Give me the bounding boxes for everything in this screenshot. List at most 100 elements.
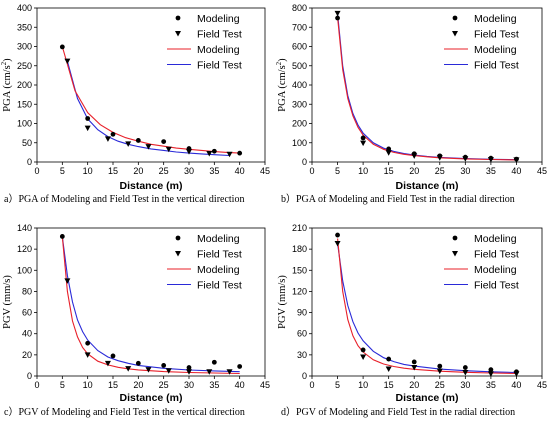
modeling-point — [360, 347, 366, 353]
legend-label: Modeling — [474, 13, 517, 25]
x-tick-label: 45 — [537, 166, 547, 176]
x-tick-label: 20 — [409, 380, 419, 390]
x-tick-label: 15 — [108, 166, 118, 176]
y-tick-label: 0 — [27, 371, 32, 381]
panel-caption: a）PGA of Modeling and Field Test in the … — [4, 193, 244, 205]
y-axis-label: PGA (cm/s2) — [0, 58, 13, 112]
x-tick-label: 35 — [486, 380, 496, 390]
x-tick-label: 45 — [260, 380, 270, 390]
legend-label: Modeling — [474, 233, 517, 245]
y-tick-label: 90 — [297, 308, 307, 318]
field-test-point — [104, 360, 111, 367]
field-test-point — [186, 369, 192, 375]
field-test-point — [436, 368, 443, 375]
legend-label: Modeling — [474, 44, 517, 56]
plot-frame — [36, 227, 266, 377]
field-test-point — [385, 150, 392, 156]
y-tick-label: 60 — [22, 308, 32, 318]
field-test-point — [186, 149, 192, 155]
x-tick-label: 25 — [159, 166, 169, 176]
y-tick-label: 150 — [292, 265, 307, 275]
legend-label: Field Test — [474, 29, 519, 41]
y-tick-label: 500 — [292, 61, 307, 71]
x-axis-label: Distance (m) — [395, 180, 458, 192]
legend: Modeling Field Test Modeling Field Test — [444, 13, 519, 72]
modeling-point — [110, 353, 116, 359]
x-tick-label: 40 — [235, 166, 245, 176]
y-tick-label: 30 — [297, 350, 307, 360]
field-test-point — [462, 369, 469, 376]
panel-caption: b）PGA of Modeling and Field Test in the … — [281, 193, 515, 205]
field-test-point — [64, 278, 71, 284]
field-test-point — [513, 371, 520, 377]
x-tick-label: 45 — [260, 166, 270, 176]
x-tick-label: 40 — [511, 166, 521, 176]
x-tick-label: 30 — [184, 380, 194, 390]
legend-label: Field Test — [474, 60, 519, 72]
x-tick-label: 40 — [511, 380, 521, 390]
modeling-point — [462, 365, 468, 370]
legend-marker-modeling — [175, 235, 181, 241]
legend-label: Modeling — [474, 264, 517, 276]
x-tick-label: 5 — [60, 380, 65, 390]
legend: Modeling Field Test Modeling Field Test — [167, 233, 242, 292]
field-test-point — [334, 10, 341, 17]
legend-label: Field Test — [474, 249, 519, 261]
legend-marker-field-test — [452, 251, 458, 257]
legend-marker-field-test — [175, 251, 181, 257]
x-axis-label: Distance (m) — [119, 392, 182, 404]
modeling-point — [161, 139, 167, 144]
field-test-point — [104, 136, 111, 142]
modeling-point — [59, 44, 65, 50]
x-tick-label: 10 — [83, 380, 93, 390]
x-tick-label: 30 — [460, 380, 470, 390]
chart-panel-3: 0 5 10 15 20 25 30 35 40 45 0 20 40 60 80 100 120 140 Dist… — [2, 223, 270, 418]
y-tick-label: 700 — [292, 22, 307, 32]
x-tick-label: 15 — [108, 380, 118, 390]
x-tick-label: 0 — [34, 380, 39, 390]
modeling-point — [437, 363, 443, 369]
legend-label: Field Test — [197, 280, 242, 292]
field-test-point — [360, 354, 367, 360]
y-axis-label: PGA (cm/s2) — [275, 58, 288, 112]
modeling-point — [211, 148, 217, 154]
x-tick-label: 0 — [309, 166, 314, 176]
modeling-curve — [337, 238, 517, 375]
modeling-point — [335, 232, 340, 238]
modeling-point — [161, 363, 167, 368]
field-test-curve — [61, 236, 240, 373]
field-test-point — [64, 58, 71, 65]
field-test-point — [145, 367, 152, 373]
legend-marker-modeling — [175, 15, 181, 21]
y-axis-label: PGV (mm/s) — [277, 275, 288, 329]
y-tick-label: 120 — [17, 244, 32, 254]
field-test-point — [165, 368, 172, 374]
legend-label: Field Test — [474, 280, 519, 292]
modeling-point — [135, 138, 141, 143]
y-tick-label: 100 — [292, 138, 307, 148]
y-tick-label: 80 — [22, 286, 32, 296]
legend-label: Field Test — [197, 60, 242, 72]
modeling-point — [237, 364, 243, 369]
field-test-point — [385, 366, 392, 372]
field-test-point — [334, 241, 341, 247]
y-tick-label: 350 — [17, 22, 32, 32]
legend-label: Modeling — [197, 264, 240, 276]
y-tick-label: 0 — [302, 157, 307, 167]
y-tick-label: 800 — [292, 3, 307, 13]
y-tick-label: 100 — [17, 265, 32, 275]
chart-panel-2: 0 5 10 15 20 25 30 35 40 45 0 100 200 300 400 500 600 700… — [275, 3, 547, 205]
y-tick-label: 60 — [297, 329, 307, 339]
x-tick-label: 25 — [435, 380, 445, 390]
x-tick-label: 20 — [133, 166, 143, 176]
legend: Modeling Field Test Modeling Field Test — [167, 13, 242, 72]
y-tick-label: 140 — [17, 223, 32, 233]
modeling-point — [110, 131, 116, 137]
x-tick-label: 15 — [384, 380, 394, 390]
y-tick-label: 40 — [22, 329, 32, 339]
x-tick-label: 20 — [409, 166, 419, 176]
chart-panel-4: 0 5 10 15 20 25 30 35 40 45 0 30 60 90 120 150 180 210 Dis… — [277, 223, 547, 418]
x-tick-label: 5 — [335, 166, 340, 176]
y-tick-label: 300 — [17, 42, 32, 52]
